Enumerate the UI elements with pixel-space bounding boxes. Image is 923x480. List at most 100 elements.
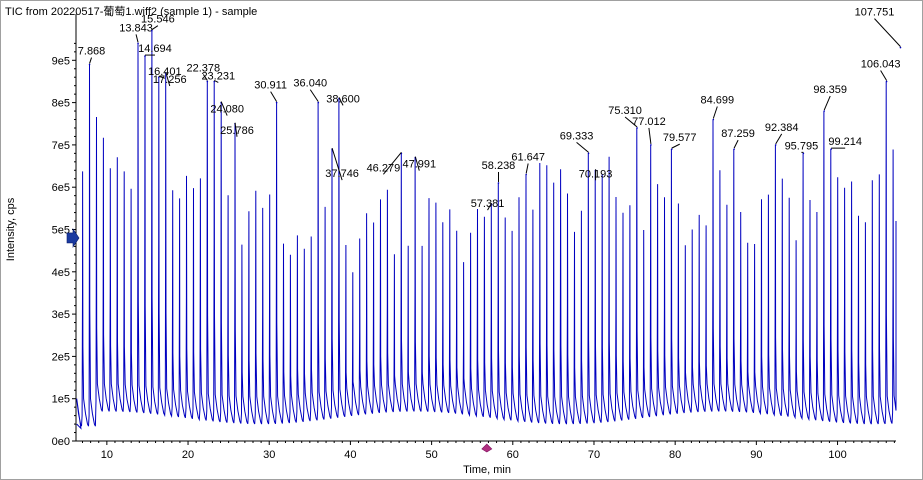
peak-leader-line (823, 95, 831, 111)
peak-point (144, 55, 146, 57)
peak-leader-line (270, 91, 278, 102)
peak-point (317, 101, 320, 104)
peak-label: 106.043 (861, 58, 901, 70)
peak-label: 38.600 (326, 93, 360, 105)
peak-point (802, 152, 805, 155)
peak-point (137, 42, 139, 45)
peak-label: 92.384 (765, 122, 799, 134)
peak-leader-line (383, 152, 402, 175)
peak-leader-line (880, 70, 888, 81)
marker-group[interactable] (66, 227, 493, 453)
peak-leader-line (414, 156, 420, 171)
peak-leader-line (202, 74, 208, 81)
peak-point (650, 144, 652, 146)
peak-label: 84.699 (700, 95, 734, 107)
x-tick-label: 30 (263, 449, 275, 461)
peak-point (712, 118, 715, 121)
tic-trace-line (76, 30, 897, 430)
y-tick-label: 0e0 (52, 436, 70, 448)
x-tick-label: 80 (669, 449, 681, 461)
peak-leader-line (338, 97, 344, 106)
peak-label: 14.694 (138, 43, 172, 55)
peak-leader-line (151, 25, 159, 31)
peak-point (636, 127, 638, 129)
peak-leader-line (158, 75, 165, 79)
peak-leader-line (874, 18, 901, 47)
x-tick-label: 20 (182, 449, 194, 461)
peak-point (899, 46, 902, 49)
peak-leader-line (671, 143, 680, 149)
peak-leader-line (648, 127, 652, 144)
peak-leader-line (331, 147, 343, 181)
peak-point (670, 148, 673, 150)
x-tick-label: 100 (828, 449, 846, 461)
peak-leader-line (234, 122, 238, 137)
peak-label: 25.786 (220, 125, 254, 137)
peak-label: 23.231 (201, 70, 235, 82)
peak-leader-line (624, 116, 638, 128)
peak-leader-line (775, 133, 783, 145)
peak-label: 7.868 (78, 46, 106, 58)
peak-point (587, 152, 590, 155)
peak-point (885, 80, 888, 83)
peak-label: 15.546 (141, 14, 175, 26)
peak-label: 70.193 (579, 168, 613, 180)
peak-label: 17.256 (153, 74, 187, 86)
peak-leader-line (214, 80, 219, 83)
y-tick-label: 9e5 (52, 55, 70, 67)
x-tick-label: 40 (344, 449, 356, 461)
peak-leader-line (309, 89, 319, 102)
y-tick-label: 1e5 (52, 394, 70, 406)
y-tick-label: 2e5 (52, 351, 70, 363)
peak-point (151, 29, 153, 32)
x-tick-label: 70 (588, 449, 600, 461)
peak-label: 47.991 (402, 159, 436, 171)
peak-leader-line (165, 71, 171, 87)
peak-label: 61.647 (511, 152, 545, 164)
y-axis-arrow-marker[interactable] (66, 227, 80, 248)
peak-label: 95.795 (785, 140, 819, 152)
y-tick-label: 4e5 (52, 267, 70, 279)
peak-point (733, 148, 735, 150)
peak-label: 98.359 (813, 84, 847, 96)
x-axis-marker[interactable] (481, 443, 493, 453)
peak-label: 87.259 (721, 128, 755, 140)
peak-label: 57.381 (471, 198, 505, 210)
axes: 0e0 1e5 2e5 3e5 4e5 5e5 6e5 7e5 8e5 9e5 10 20 30 40 50… (5, 14, 896, 476)
peak-point (774, 144, 777, 146)
x-tick-label: 90 (750, 449, 762, 461)
y-tick-label: 6e5 (52, 182, 70, 194)
peak-label: 22.378 (187, 62, 221, 74)
trace-group (76, 30, 897, 430)
peak-point (275, 101, 278, 104)
peak-point (823, 110, 826, 112)
peak-label: 37.746 (325, 168, 359, 180)
peak-point (830, 148, 832, 150)
peak-leader-line (135, 34, 139, 43)
peak-leader-line (733, 139, 739, 149)
peak-label: 30.911 (254, 80, 287, 92)
y-tick-label: 3e5 (52, 309, 70, 321)
peak-label: 16.401 (148, 66, 182, 78)
chart-title: TIC from 20220517-葡萄1.wiff2 (sample 1) -… (5, 6, 258, 18)
peak-leader-line (220, 101, 228, 116)
peak-label: 58.238 (482, 160, 516, 172)
y-tick-label: 7e5 (52, 140, 70, 152)
y-tick-label: 8e5 (52, 98, 70, 110)
peak-label: 24.080 (210, 104, 244, 116)
peak-leader-line (576, 141, 589, 153)
x-tick-label: 60 (507, 449, 519, 461)
peak-label: 36.040 (293, 78, 327, 90)
y-tick-label: 5e5 (52, 225, 70, 237)
peak-point (206, 80, 209, 83)
peak-label: 75.310 (608, 105, 642, 117)
peak-label: 77.012 (632, 116, 666, 128)
peak-label: 13.843 (119, 22, 153, 34)
peak-label: 79.577 (663, 132, 697, 144)
y-axis-title: Intensity, cps (5, 197, 17, 261)
x-axis-title: Time, min (463, 464, 511, 476)
peak-label: 99.214 (828, 136, 862, 148)
peak-label-group: 7.868 13.843 14.694 15.546 16.40117.25622.37… (78, 7, 902, 211)
x-tick-label: 50 (425, 449, 437, 461)
